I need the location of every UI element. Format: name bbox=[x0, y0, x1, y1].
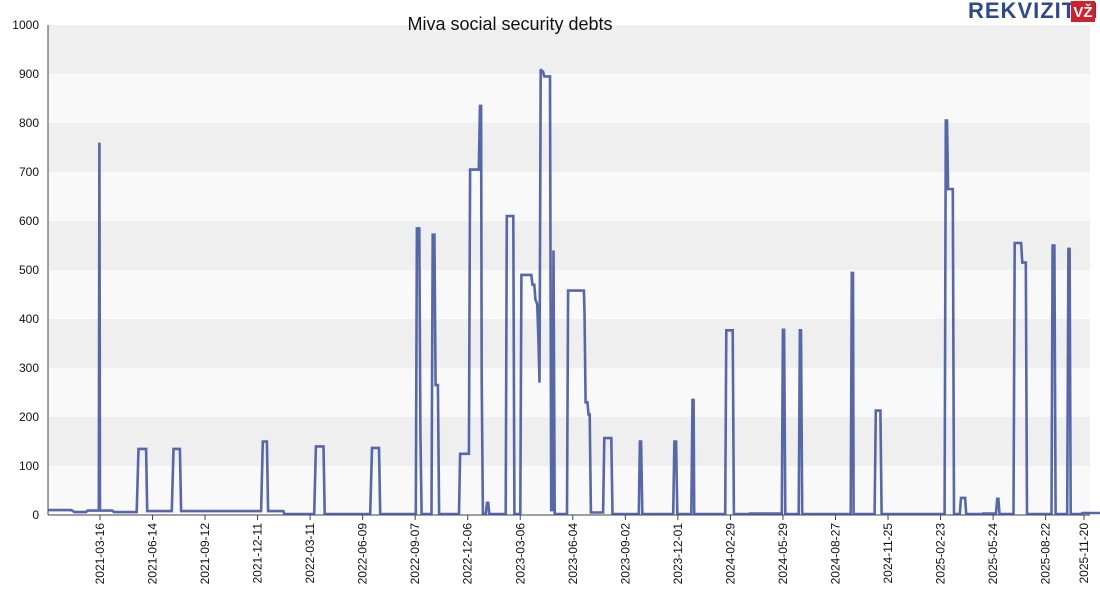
grid-band bbox=[48, 123, 1090, 172]
y-tick-label: 700 bbox=[19, 165, 39, 179]
x-tick-label: 2022-12-06 bbox=[461, 523, 475, 585]
logo-text: REKVIZITAI bbox=[968, 0, 1099, 23]
x-tick-label: 2021-09-12 bbox=[198, 523, 212, 585]
x-tick-label: 2021-06-14 bbox=[145, 523, 159, 585]
y-tick-label: 500 bbox=[19, 263, 39, 277]
x-axis: 2021-03-16 2021-06-14 2021-09-12 2021-12-11… bbox=[48, 514, 1091, 585]
x-tick-label: 2023-06-04 bbox=[566, 523, 580, 585]
x-tick-label: 2024-11-25 bbox=[881, 523, 895, 584]
grid-band bbox=[48, 221, 1090, 270]
series-line bbox=[48, 68, 1100, 516]
y-tick-label: 800 bbox=[19, 116, 39, 130]
x-tick-label: 2024-08-27 bbox=[828, 523, 842, 585]
y-tick-label: 100 bbox=[19, 459, 39, 473]
rekvizitai-logo[interactable]: REKVIZITAI VŽ bbox=[968, 0, 1099, 23]
chart-title: Miva social security debts bbox=[407, 14, 612, 34]
grid-band bbox=[48, 74, 1090, 123]
x-tick-label: 2022-06-09 bbox=[356, 523, 370, 585]
x-tick-label: 2022-09-07 bbox=[408, 523, 422, 585]
grid-band bbox=[48, 417, 1090, 466]
grid-band bbox=[48, 466, 1090, 515]
x-tick-label: 2023-09-02 bbox=[618, 523, 632, 585]
y-axis: 0 100 200 300 400 500 600 700 800 900 1000 bbox=[12, 18, 49, 522]
x-tick-label: 2025-02-23 bbox=[934, 523, 948, 585]
y-tick-label: 0 bbox=[32, 508, 39, 522]
grid-band bbox=[48, 368, 1090, 417]
y-tick-label: 200 bbox=[19, 410, 39, 424]
x-tick-label: 2021-03-16 bbox=[93, 523, 107, 585]
y-tick-label: 1000 bbox=[12, 18, 39, 32]
x-tick-label: 2021-12-11 bbox=[251, 523, 265, 584]
x-tick-label: 2023-12-01 bbox=[671, 523, 685, 585]
x-tick-label: 2025-05-24 bbox=[986, 523, 1000, 585]
logo-badge-text: VŽ bbox=[1073, 3, 1092, 21]
y-tick-label: 400 bbox=[19, 312, 39, 326]
x-tick-label: 2022-03-11 bbox=[303, 523, 317, 584]
y-tick-label: 300 bbox=[19, 361, 39, 375]
y-tick-label: 900 bbox=[19, 67, 39, 81]
logo-badge bbox=[1071, 1, 1095, 22]
x-tick-label: 2025-08-22 bbox=[1039, 523, 1053, 585]
y-tick-label: 600 bbox=[19, 214, 39, 228]
x-tick-label: 2025-11-20 bbox=[1077, 523, 1091, 584]
series-layer bbox=[48, 68, 1100, 516]
x-tick-label: 2024-02-29 bbox=[723, 523, 737, 585]
grid-bands bbox=[48, 25, 1090, 515]
x-tick-label: 2024-05-29 bbox=[776, 523, 790, 585]
x-tick-label: 2023-03-06 bbox=[513, 523, 527, 585]
grid-band bbox=[48, 172, 1090, 221]
grid-band bbox=[48, 25, 1090, 74]
